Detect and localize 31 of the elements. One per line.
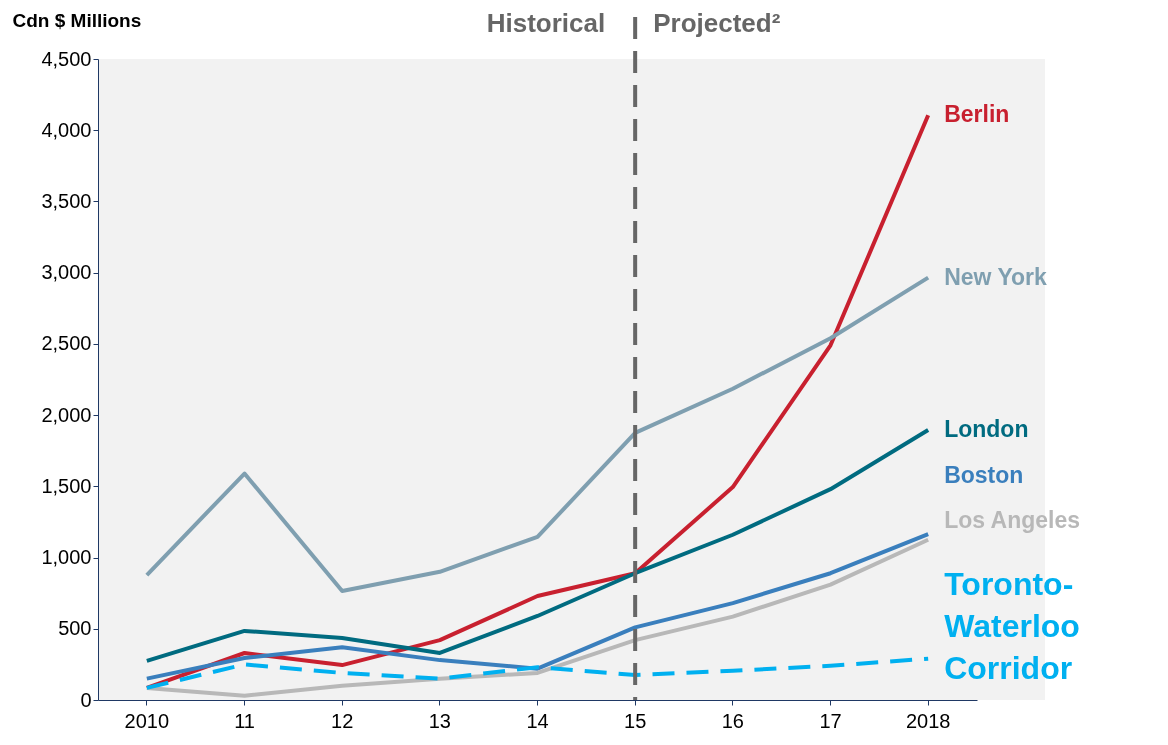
- line-series: [144, 428, 931, 663]
- x-tick-label: 15: [624, 709, 647, 732]
- text: Historical: [486, 8, 606, 38]
- x-tick-label: 2018: [905, 709, 951, 732]
- x-tick-label: 14: [526, 709, 549, 732]
- y-tick-label: 1,000: [41, 546, 92, 569]
- series-label: Toronto-Waterloo Corridor: [944, 565, 1080, 686]
- x-tick-label: 13: [428, 709, 451, 732]
- y-tick-label: 3,000: [41, 261, 92, 284]
- y-axis-title: Cdn $ Millions: [12, 9, 142, 31]
- y-tick-label: 500: [58, 617, 92, 640]
- x-tick-label: 16: [721, 709, 744, 732]
- text: Projected²: [653, 8, 781, 38]
- text: Boston: [944, 462, 1024, 489]
- x-tick-label: 2010: [124, 709, 170, 732]
- y-tick-label: 2,000: [41, 403, 92, 426]
- line-series: [144, 275, 931, 594]
- line-series: [144, 656, 931, 690]
- y-tick-label: 3,500: [41, 189, 92, 212]
- series-label: Berlin: [944, 101, 1010, 128]
- x-tick-label: 12: [331, 709, 354, 732]
- y-tick-label: 1,500: [41, 474, 92, 497]
- y-tick-label: 4,000: [41, 118, 92, 141]
- x-tick-label: 17: [819, 709, 842, 732]
- x-tick-label: 11: [234, 709, 255, 732]
- series-label: Los Angeles: [944, 506, 1081, 533]
- series-label: New York: [944, 263, 1048, 290]
- series-label: London: [944, 416, 1029, 443]
- y-tick-label: 2,500: [41, 332, 92, 355]
- y-tick-label: 0: [80, 688, 92, 711]
- y-tick-label: 4,500: [41, 47, 92, 70]
